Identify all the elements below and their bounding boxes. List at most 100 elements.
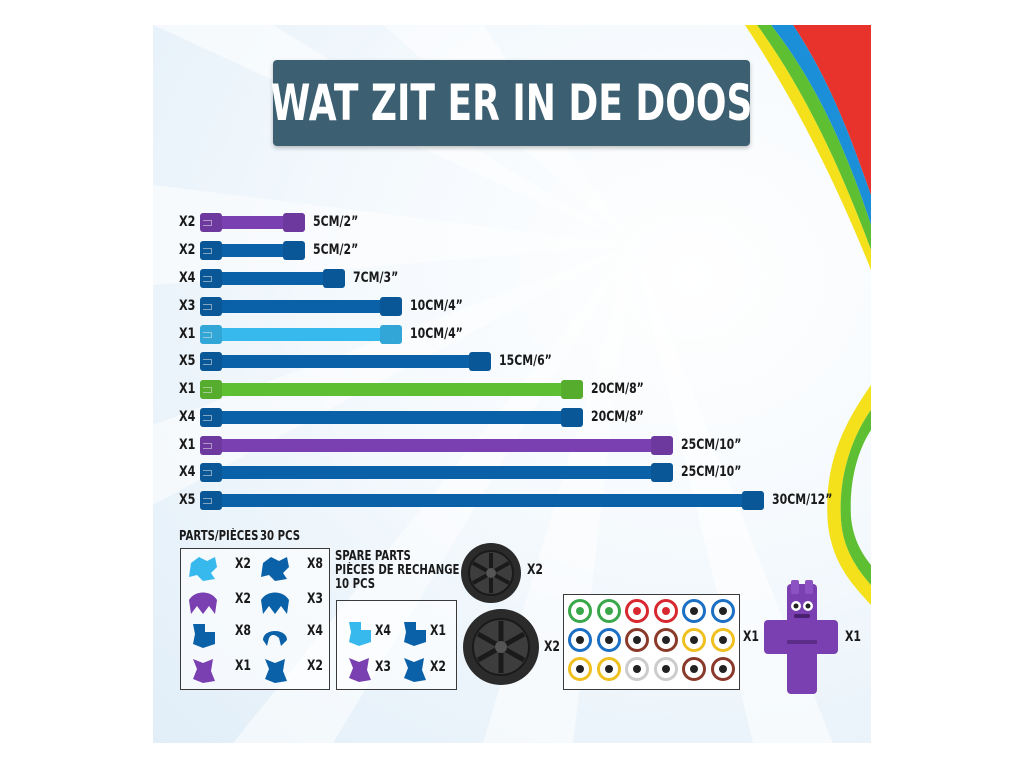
eye-sticker-icon (653, 628, 678, 652)
rod-qty: X4 (179, 464, 196, 480)
connector-3way-icon (259, 588, 291, 623)
rod-row: X4 25CM/10” (0, 463, 1024, 483)
rod-length: 25CM/10” (681, 464, 742, 480)
rod-length: 20CM/8” (591, 381, 644, 397)
part-qty: X2 (307, 658, 324, 674)
figure-qty: X1 (845, 629, 862, 645)
rod-row: X1 10CM/4” (0, 325, 1024, 345)
rod-length: 25CM/10” (681, 437, 742, 453)
eye-sticker-icon (625, 657, 649, 681)
rod-icon (200, 325, 402, 344)
rod-row: X4 20CM/8” (0, 408, 1024, 428)
rod-row: X4 7CM/3” (0, 269, 1024, 289)
parts-count: 30 PCS (260, 529, 301, 544)
connector-corner-icon (187, 620, 219, 655)
rod-qty: X2 (179, 242, 196, 258)
connector-angle-icon (187, 655, 219, 690)
spare-qty: X3 (375, 659, 392, 675)
spare-qty: X2 (430, 659, 447, 675)
wheel-small-qty: X2 (527, 562, 544, 578)
connector-4way-icon (187, 553, 219, 588)
rod-row: X1 25CM/10” (0, 436, 1024, 456)
eye-sticker-icon (710, 628, 735, 652)
wheel-large-qty: X2 (544, 639, 561, 655)
eye-sticker-icon (625, 599, 649, 623)
rod-row: X2 5CM/2” (0, 241, 1024, 261)
rod-qty: X2 (179, 214, 196, 230)
wheel-large-icon (463, 609, 539, 685)
spare-count: 10 PCS (335, 577, 376, 592)
rod-qty: X4 (179, 270, 196, 286)
eye-sticker-icon (568, 628, 592, 652)
rod-icon (200, 213, 305, 232)
eye-sticker-icon (625, 628, 649, 652)
connector-corner-icon (398, 618, 430, 653)
rod-qty: X3 (179, 298, 196, 314)
part-qty: X1 (235, 658, 252, 674)
rod-qty: X1 (179, 381, 196, 397)
eye-sticker-icon (653, 599, 678, 623)
eye-sticker-icon (596, 599, 621, 623)
connector-corner-icon (343, 618, 375, 653)
rod-length: 10CM/4” (410, 326, 463, 342)
rod-row: X5 15CM/6” (0, 352, 1024, 372)
stickers-qty: X1 (743, 629, 760, 645)
rod-row: X2 5CM/2” (0, 213, 1024, 233)
rod-icon (200, 380, 583, 399)
rod-icon (200, 463, 673, 482)
rod-length: 15CM/6” (499, 353, 552, 369)
eye-sticker-icon (568, 657, 592, 681)
eye-sticker-icon (596, 657, 621, 681)
rod-length: 10CM/4” (410, 298, 463, 314)
part-qty: X2 (235, 556, 252, 572)
connector-4way-icon (259, 553, 291, 588)
part-qty: X8 (307, 556, 324, 572)
rod-icon (200, 297, 402, 316)
rod-qty: X1 (179, 437, 196, 453)
spare-qty: X4 (375, 623, 392, 639)
rod-icon (200, 491, 764, 510)
rod-qty: X1 (179, 326, 196, 342)
eye-sticker-icon (568, 599, 592, 623)
rod-icon (200, 408, 583, 427)
rod-icon (200, 352, 491, 371)
eye-sticker-icon (682, 628, 706, 652)
rod-icon (200, 269, 345, 288)
rod-row: X1 20CM/8” (0, 380, 1024, 400)
connector-arc-icon (259, 620, 291, 655)
rainbow-swoosh (745, 25, 871, 605)
parts-heading: PARTS/PIÈCES (179, 529, 259, 544)
rod-qty: X4 (179, 409, 196, 425)
eye-sticker-icon (710, 599, 735, 623)
rod-qty: X5 (179, 353, 196, 369)
spare-qty: X1 (430, 623, 447, 639)
part-qty: X4 (307, 623, 324, 639)
part-qty: X3 (307, 591, 324, 607)
rod-length: 20CM/8” (591, 409, 644, 425)
spare-heading: SPARE PARTS (335, 549, 411, 564)
rod-length: 30CM/12” (772, 492, 833, 508)
eye-sticker-sheet (563, 594, 740, 690)
connector-3way-icon (187, 588, 219, 623)
wheel-small-icon (461, 543, 521, 603)
eye-sticker-icon (653, 657, 678, 681)
eye-sticker-icon (596, 628, 621, 652)
connector-angle-icon (398, 654, 430, 689)
part-qty: X8 (235, 623, 252, 639)
connector-angle-icon (259, 655, 291, 690)
purple-figure-icon (764, 580, 838, 694)
rod-icon (200, 241, 305, 260)
rod-length: 7CM/3” (353, 270, 399, 286)
rod-length: 5CM/2” (313, 214, 359, 230)
rod-length: 5CM/2” (313, 242, 359, 258)
rod-icon (200, 436, 673, 455)
connector-angle-icon (343, 654, 375, 689)
rod-row: X5 30CM/12” (0, 491, 1024, 511)
title-banner: WAT ZIT ER IN DE DOOS (270, 60, 753, 146)
page-title: WAT ZIT ER IN DE DOOS (270, 74, 753, 132)
part-qty: X2 (235, 591, 252, 607)
eye-sticker-icon (710, 657, 735, 681)
rod-row: X3 10CM/4” (0, 297, 1024, 317)
eye-sticker-icon (682, 657, 706, 681)
spare-heading-fr: PIÈCES DE RECHANGE (335, 563, 460, 578)
